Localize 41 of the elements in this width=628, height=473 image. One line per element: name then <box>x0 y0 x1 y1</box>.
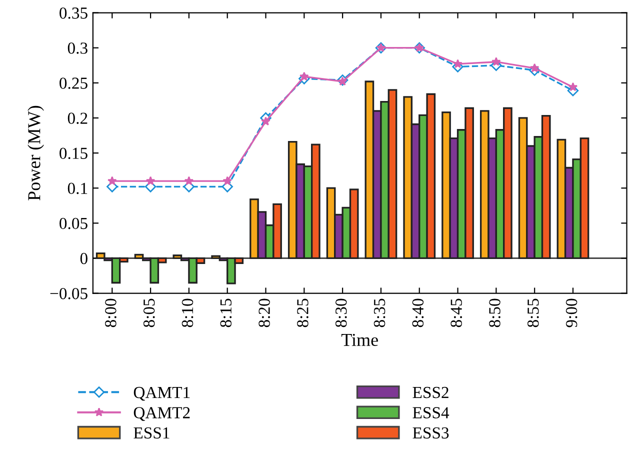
x-tick-label: 8:50 <box>489 298 500 328</box>
point <box>261 116 270 126</box>
y-tick-label: 0.35 <box>60 7 88 19</box>
y-tick-label: 0.2 <box>68 112 88 124</box>
y-tick-label: 0.15 <box>60 148 88 160</box>
x-tick-label: 9:00 <box>566 298 578 328</box>
x-tick-label: 8:25 <box>297 298 308 328</box>
legend-label: QAMT2 <box>134 407 190 421</box>
y-axis-title: Power (MW) <box>28 106 44 200</box>
y-tick-label: 0 <box>80 252 88 264</box>
point <box>184 176 194 186</box>
point <box>146 176 156 186</box>
point <box>107 176 117 186</box>
x-axis-title: Time <box>341 334 378 346</box>
point <box>492 56 501 66</box>
x-tick-label: 8:55 <box>528 298 539 328</box>
x-tick-label: 8:10 <box>182 298 194 328</box>
point <box>530 63 540 72</box>
legend-label: ESS4 <box>412 407 450 418</box>
legend-label: QAMT1 <box>134 386 190 401</box>
x-tick-label: 8:20 <box>258 298 270 328</box>
x-tick-label: 8:00 <box>105 298 116 328</box>
x-tick-label: 8:35 <box>374 298 386 328</box>
point <box>338 76 348 86</box>
y-tick-label: 0.3 <box>68 42 88 54</box>
legend-label: ESS2 <box>412 386 448 398</box>
point <box>300 72 309 81</box>
legend-label: ESS3 <box>412 427 449 439</box>
x-tick-label: 8:15 <box>220 298 232 328</box>
y-tick-label: −0.05 <box>50 288 88 300</box>
y-tick-label: 0.05 <box>60 218 88 230</box>
point <box>453 59 462 68</box>
point <box>222 176 232 186</box>
y-tick-label: 0.1 <box>68 182 88 194</box>
legend-label: ESS1 <box>134 427 170 439</box>
x-tick-label: 8:40 <box>412 298 424 328</box>
x-tick-label: 8:45 <box>450 298 462 328</box>
x-tick-label: 8:30 <box>335 298 347 328</box>
x-tick-label: 8:05 <box>143 298 155 328</box>
y-tick-label: 0.25 <box>60 78 88 89</box>
point <box>568 82 578 92</box>
